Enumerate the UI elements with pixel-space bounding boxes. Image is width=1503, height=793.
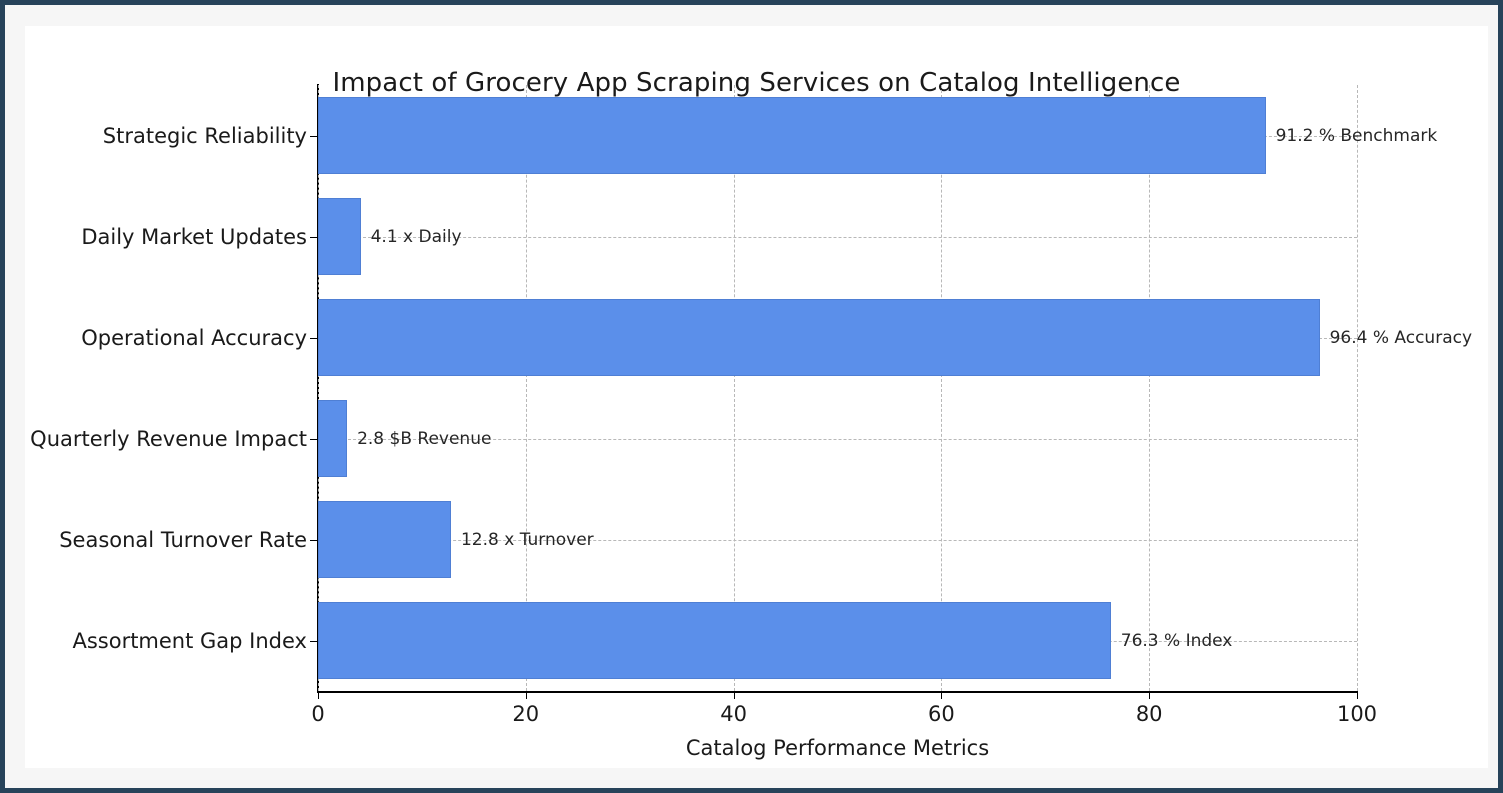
x-gridline (733, 85, 735, 691)
x-gridline (525, 85, 527, 691)
x-gridline (941, 85, 943, 691)
x-tick-label: 20 (512, 702, 540, 726)
bar[interactable] (318, 198, 361, 275)
y-tick-mark (310, 236, 317, 238)
y-tick-label: Daily Market Updates (81, 224, 307, 249)
x-tick-mark (733, 692, 735, 699)
bar[interactable] (318, 299, 1320, 376)
bar-value-label: 96.4 % Accuracy (1329, 327, 1473, 348)
x-tick-label: 0 (311, 702, 325, 726)
y-tick-mark (310, 438, 317, 440)
y-tick-label: Assortment Gap Index (72, 628, 307, 653)
y-tick-mark (310, 539, 317, 541)
bar[interactable] (318, 501, 451, 578)
bar[interactable] (318, 400, 348, 477)
x-gridline (1149, 85, 1151, 691)
y-axis-spine (317, 84, 319, 693)
plot-area: 91.2 % Benchmark 4.1 x Daily 96.4 % Accura… (318, 85, 1472, 691)
bar-value-label: 4.1 x Daily (370, 226, 462, 247)
x-tick-label: 40 (720, 702, 747, 726)
bar-value-label: 91.2 % Benchmark (1275, 125, 1438, 146)
y-gridline (318, 539, 1357, 541)
y-tick-label: Operational Accuracy (81, 325, 307, 350)
bar-value-label: 76.3 % Index (1120, 630, 1233, 651)
chart-title: Impact of Grocery App Scraping Services … (332, 68, 1181, 98)
x-tick-mark (1357, 692, 1358, 699)
y-gridline (318, 236, 1357, 238)
x-tick-label: 60 (928, 702, 955, 726)
x-tick-mark (1149, 692, 1151, 699)
x-tick-label: 100 (1336, 702, 1378, 726)
x-tick-mark (941, 692, 943, 699)
figure-canvas: Impact of Grocery App Scraping Services … (25, 26, 1488, 768)
x-axis-title: Catalog Performance Metrics (685, 736, 990, 760)
x-gridline (318, 85, 319, 691)
bar[interactable] (318, 97, 1266, 174)
bar-value-label: 12.8 x Turnover (460, 529, 594, 550)
bar-value-label: 2.8 $B Revenue (357, 428, 492, 449)
y-tick-mark (310, 640, 317, 642)
y-tick-label: Strategic Reliability (102, 123, 307, 148)
y-tick-mark (310, 135, 317, 137)
y-gridline (318, 438, 1357, 440)
bar[interactable] (318, 602, 1111, 679)
y-axis-tick-labels: Strategic Reliability Daily Market Update… (25, 85, 307, 691)
x-axis-spine (317, 691, 1358, 693)
x-tick-label: 80 (1135, 702, 1163, 726)
y-tick-label: Seasonal Turnover Rate (59, 527, 307, 552)
x-tick-mark (318, 692, 319, 699)
x-gridline (1357, 85, 1358, 691)
y-tick-label: Quarterly Revenue Impact (30, 426, 307, 451)
y-tick-mark (310, 337, 317, 339)
x-tick-mark (525, 692, 527, 699)
